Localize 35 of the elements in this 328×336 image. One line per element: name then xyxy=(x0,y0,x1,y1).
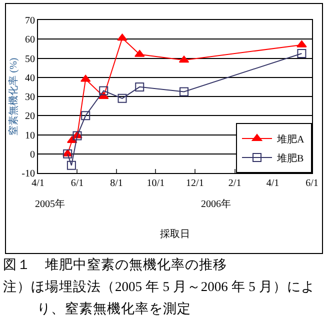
x-tick-label: 6/1 xyxy=(306,178,318,189)
y-tick-label: 50 xyxy=(25,54,35,65)
text: 2006年 xyxy=(201,198,231,210)
y-tick-label: -10 xyxy=(22,168,35,180)
y-tick-label: 30 xyxy=(25,92,35,103)
x-tick-label: 4/1 xyxy=(32,178,44,189)
point xyxy=(66,160,76,170)
point xyxy=(118,94,127,103)
x-tick-label: 10/1 xyxy=(146,178,165,189)
text: 注）ほ場埋設法（2005 年 5 月～2006 年 5 月）により、窒素無機化率を測定 xyxy=(3,278,316,318)
text: 2005年 xyxy=(35,198,65,210)
x-tick-label: 8/1 xyxy=(110,178,123,189)
point xyxy=(180,87,188,96)
y-axis-title: 窒素無機化率 (%) xyxy=(8,58,20,136)
y-tick-label: 60 xyxy=(25,34,35,46)
y-tick-label: 40 xyxy=(25,72,35,84)
x-tick-label: 12/1 xyxy=(186,178,204,189)
point xyxy=(135,82,144,92)
legend-label: 堆肥B xyxy=(276,152,304,164)
x-tick-label: 2/1 xyxy=(228,178,242,189)
y-tick-label: 10 xyxy=(25,130,35,142)
y-tick-label: 70 xyxy=(25,16,35,26)
x-tick-label: 6/1 xyxy=(70,178,84,189)
point xyxy=(297,48,306,58)
y-tick-label: 20 xyxy=(25,111,35,122)
legend-label: 堆肥A xyxy=(276,133,305,146)
point xyxy=(99,86,108,96)
point xyxy=(117,34,128,41)
point xyxy=(296,40,307,48)
x-tick-label: 4/1 xyxy=(266,178,280,189)
point xyxy=(134,50,145,57)
y-tick-label: 0 xyxy=(30,149,35,160)
text: 図１ 堆肥中窒素の無機化率の推移 xyxy=(3,256,228,274)
x-axis-title: 採取日 xyxy=(160,228,190,240)
point xyxy=(81,111,90,120)
